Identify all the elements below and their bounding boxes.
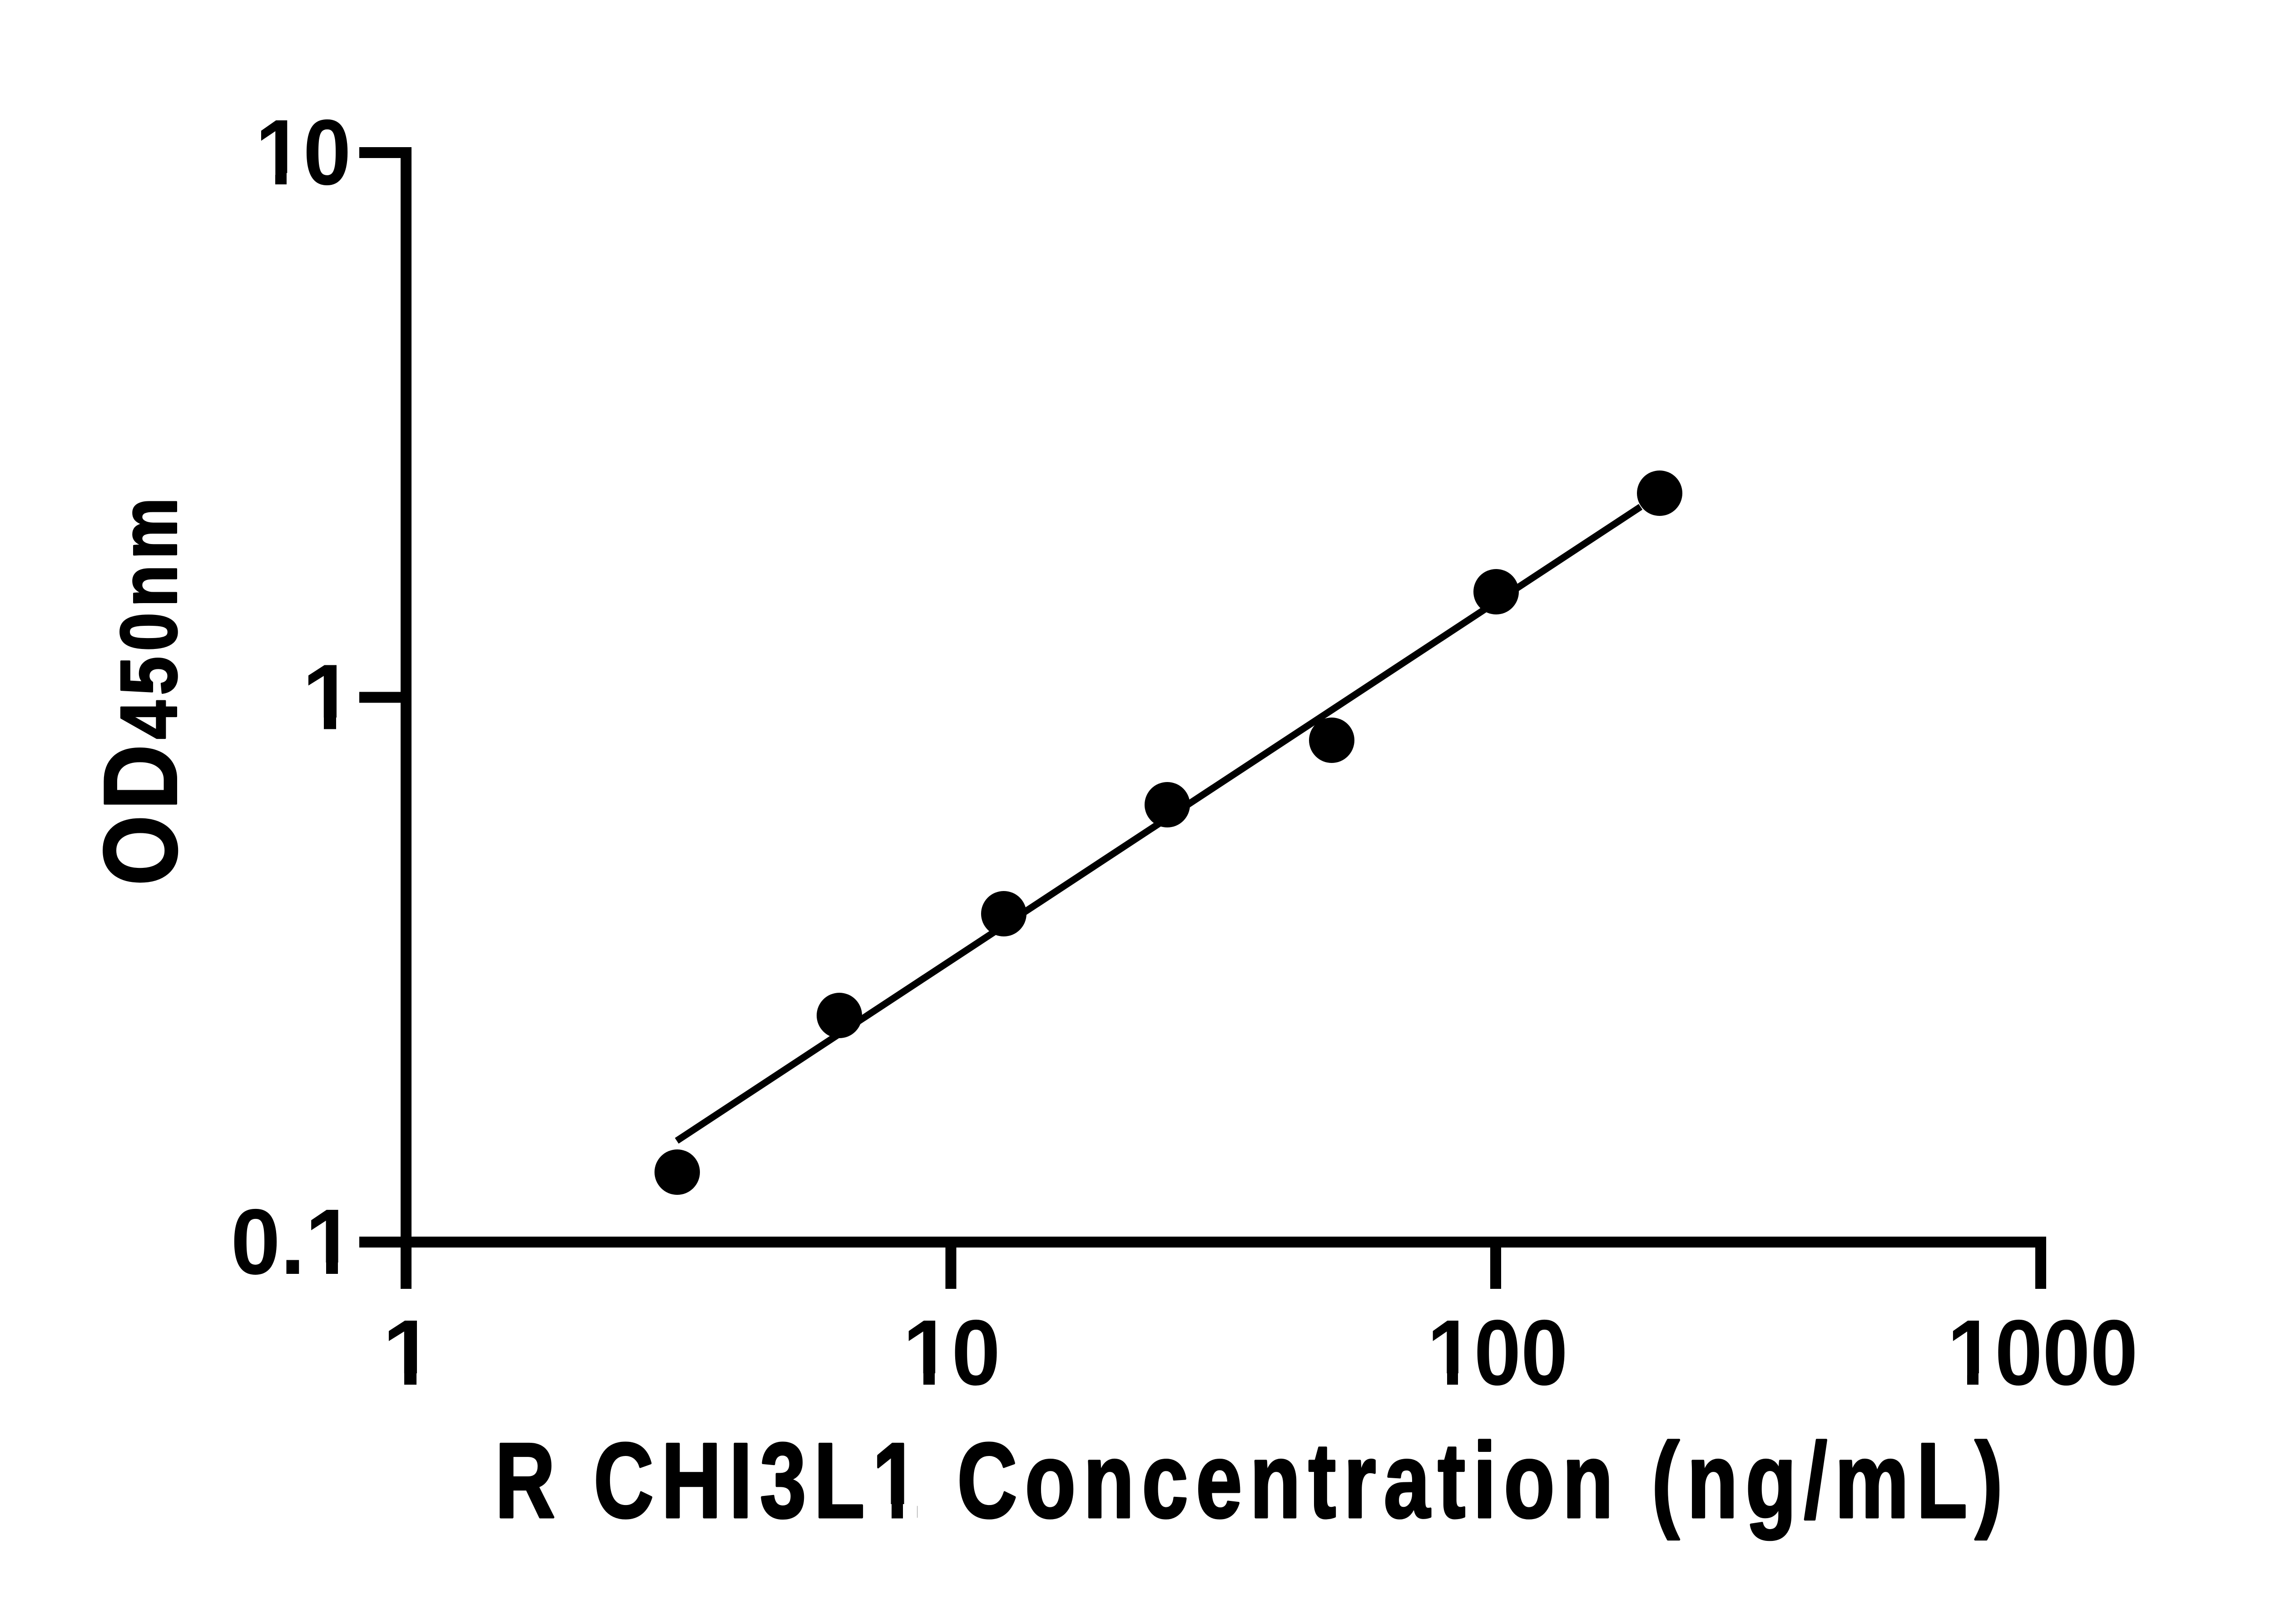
svg-text:1000: 1000 xyxy=(1947,1301,2138,1405)
svg-text:0.1: 0.1 xyxy=(231,1190,355,1294)
svg-text:100: 100 xyxy=(1427,1301,1568,1405)
svg-text:10: 10 xyxy=(255,100,351,204)
svg-text:1: 1 xyxy=(302,645,354,749)
svg-text:10: 10 xyxy=(903,1301,1001,1405)
svg-text:R CHI3L1 Concentration (ng/mL): R CHI3L1 Concentration (ng/mL) xyxy=(495,1421,2010,1540)
svg-text:1: 1 xyxy=(382,1301,434,1405)
